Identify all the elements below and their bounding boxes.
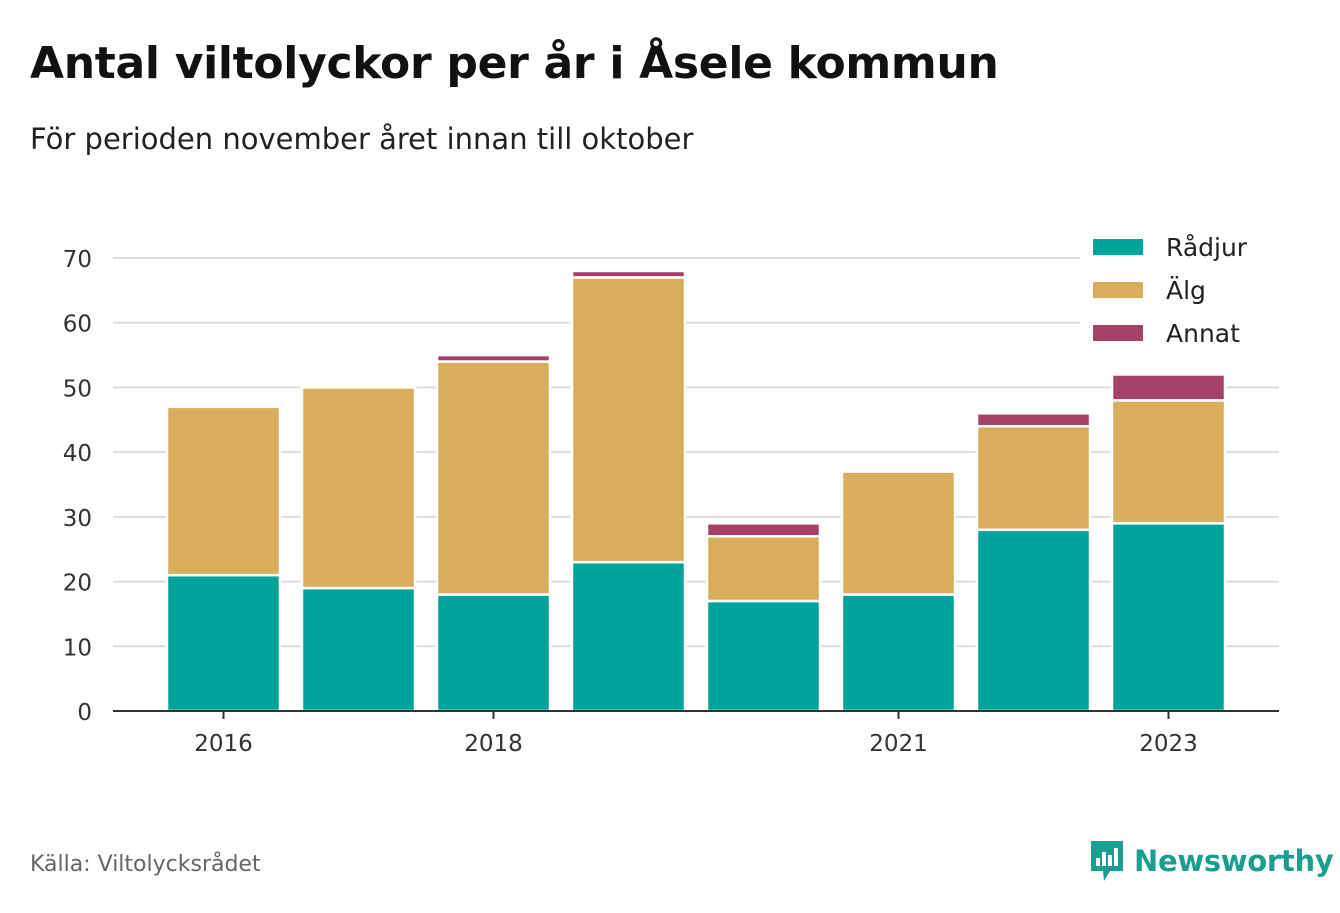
y-tick-label: 10 xyxy=(63,635,92,661)
legend-swatch xyxy=(1093,239,1143,255)
bars xyxy=(165,269,1227,713)
bar-chart-speech-bubble-icon xyxy=(1091,841,1123,881)
bar-segment-annat xyxy=(570,269,687,279)
bar-segment-älg xyxy=(705,535,822,603)
y-axis-ticks: 0 10 20 30 40 50 60 70 xyxy=(63,247,92,726)
bar-stack-2018 xyxy=(435,353,552,713)
page-title: Antal viltolyckor per år i Åsele kommun xyxy=(30,38,999,89)
legend-label: Rådjur xyxy=(1166,233,1248,262)
legend-label: Älg xyxy=(1166,276,1206,305)
y-tick-label: 0 xyxy=(77,700,92,726)
y-tick-label: 50 xyxy=(63,376,92,402)
y-tick-label: 40 xyxy=(63,441,92,467)
bar-segment-annat xyxy=(705,522,822,538)
bar-segment-rådjur xyxy=(1110,522,1227,713)
source-note: Källa: Viltolycksrådet xyxy=(30,852,261,877)
bar-segment-annat xyxy=(1110,373,1227,402)
bar-stack-2016 xyxy=(165,405,282,713)
x-tick-label: 2021 xyxy=(869,731,928,757)
x-axis-ticks: 2016 2018 2021 2023 xyxy=(194,711,1198,757)
y-tick-label: 60 xyxy=(63,312,92,338)
legend-item-rådjur: Rådjur xyxy=(1093,233,1248,262)
bar-segment-rådjur xyxy=(165,573,282,713)
bar-stack-2022 xyxy=(975,412,1092,713)
bar-segment-älg xyxy=(300,386,417,590)
bar-segment-annat xyxy=(435,353,552,363)
y-tick-label: 20 xyxy=(63,571,92,597)
legend-label: Annat xyxy=(1166,319,1240,348)
bar-segment-älg xyxy=(1110,399,1227,525)
bar-stack-2021 xyxy=(840,470,957,713)
bar-segment-rådjur xyxy=(975,528,1092,713)
brand-logo: Newsworthy xyxy=(1088,838,1334,884)
bar-stack-2017 xyxy=(300,386,417,713)
bar-segment-älg xyxy=(975,425,1092,532)
y-tick-label: 30 xyxy=(63,506,92,532)
x-tick-label: 2016 xyxy=(194,731,253,757)
legend: Rådjur Älg Annat xyxy=(1080,228,1280,352)
bar-stack-2020 xyxy=(705,522,822,713)
bar-segment-rådjur xyxy=(435,593,552,713)
bar-segment-älg xyxy=(840,470,957,596)
legend-item-älg: Älg xyxy=(1093,276,1206,305)
page-subtitle: För perioden november året innan till ok… xyxy=(30,122,694,156)
bar-segment-rådjur xyxy=(840,593,957,713)
brand-name: Newsworthy xyxy=(1134,844,1334,878)
bar-stack-2023 xyxy=(1110,373,1227,713)
legend-swatch xyxy=(1093,282,1143,298)
x-tick-label: 2023 xyxy=(1139,731,1198,757)
bar-segment-annat xyxy=(975,412,1092,428)
bar-segment-älg xyxy=(165,405,282,577)
bar-stack-2019 xyxy=(570,269,687,713)
legend-item-annat: Annat xyxy=(1093,319,1240,348)
bar-segment-älg xyxy=(435,360,552,596)
bar-segment-rådjur xyxy=(705,599,822,713)
y-tick-label: 70 xyxy=(63,247,92,273)
legend-swatch xyxy=(1093,325,1143,341)
bar-segment-älg xyxy=(570,276,687,564)
bar-segment-rådjur xyxy=(300,586,417,713)
x-tick-label: 2018 xyxy=(464,731,523,757)
bar-segment-rådjur xyxy=(570,560,687,713)
